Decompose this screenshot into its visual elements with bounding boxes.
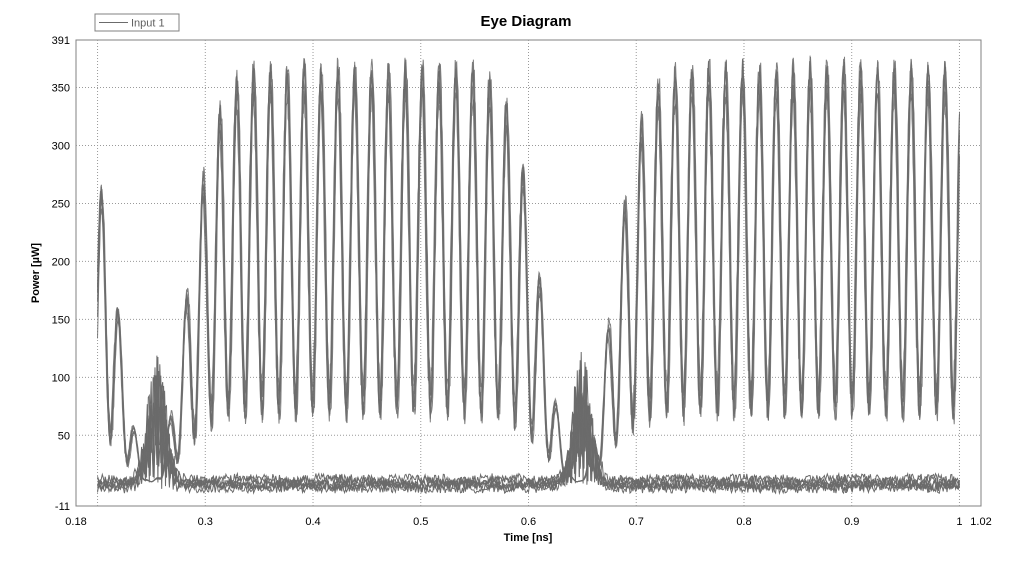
series-trace-oscillating-5 xyxy=(97,56,960,483)
y-tick-label: 150 xyxy=(52,314,70,326)
signal-traces xyxy=(97,55,960,496)
y-tick-label: 100 xyxy=(52,372,70,384)
y-tick-label: 200 xyxy=(52,256,70,268)
x-tick-label: 0.18 xyxy=(65,516,86,528)
x-tick-label: 0.9 xyxy=(844,516,859,528)
x-tick-label: 1.02 xyxy=(970,516,991,528)
y-axis-label: Power [µW] xyxy=(30,243,42,303)
y-tick-label: 391 xyxy=(52,35,70,47)
x-tick-label: 1 xyxy=(956,516,962,528)
chart-title: Eye Diagram xyxy=(481,13,572,30)
x-tick-label: 0.5 xyxy=(413,516,428,528)
y-tick-label: 250 xyxy=(52,198,70,210)
tick-labels: -11 50 100 150 200 250 300 350 391 0.18 0.3 0.4 0.5 0… xyxy=(52,35,992,528)
plot-area xyxy=(75,39,982,507)
legend-box xyxy=(94,13,180,32)
y-tick-label: 300 xyxy=(52,140,70,152)
x-tick-label: 0.6 xyxy=(521,516,536,528)
y-tick-label: 350 xyxy=(52,83,70,95)
x-tick-label: 0.7 xyxy=(629,516,644,528)
x-tick-label: 0.8 xyxy=(736,516,751,528)
legend-label-input-1: Input 1 xyxy=(131,18,165,30)
x-tick-label: 0.3 xyxy=(198,516,213,528)
x-tick-label: 0.4 xyxy=(305,516,320,528)
legend: Input 1 xyxy=(94,13,180,32)
y-tick-label: 50 xyxy=(58,430,70,442)
x-axis-label: Time [ns] xyxy=(504,532,553,544)
y-tick-label: -11 xyxy=(55,501,70,513)
series-trace-low-5 xyxy=(97,351,960,495)
series-trace-oscillating-4 xyxy=(97,57,960,483)
